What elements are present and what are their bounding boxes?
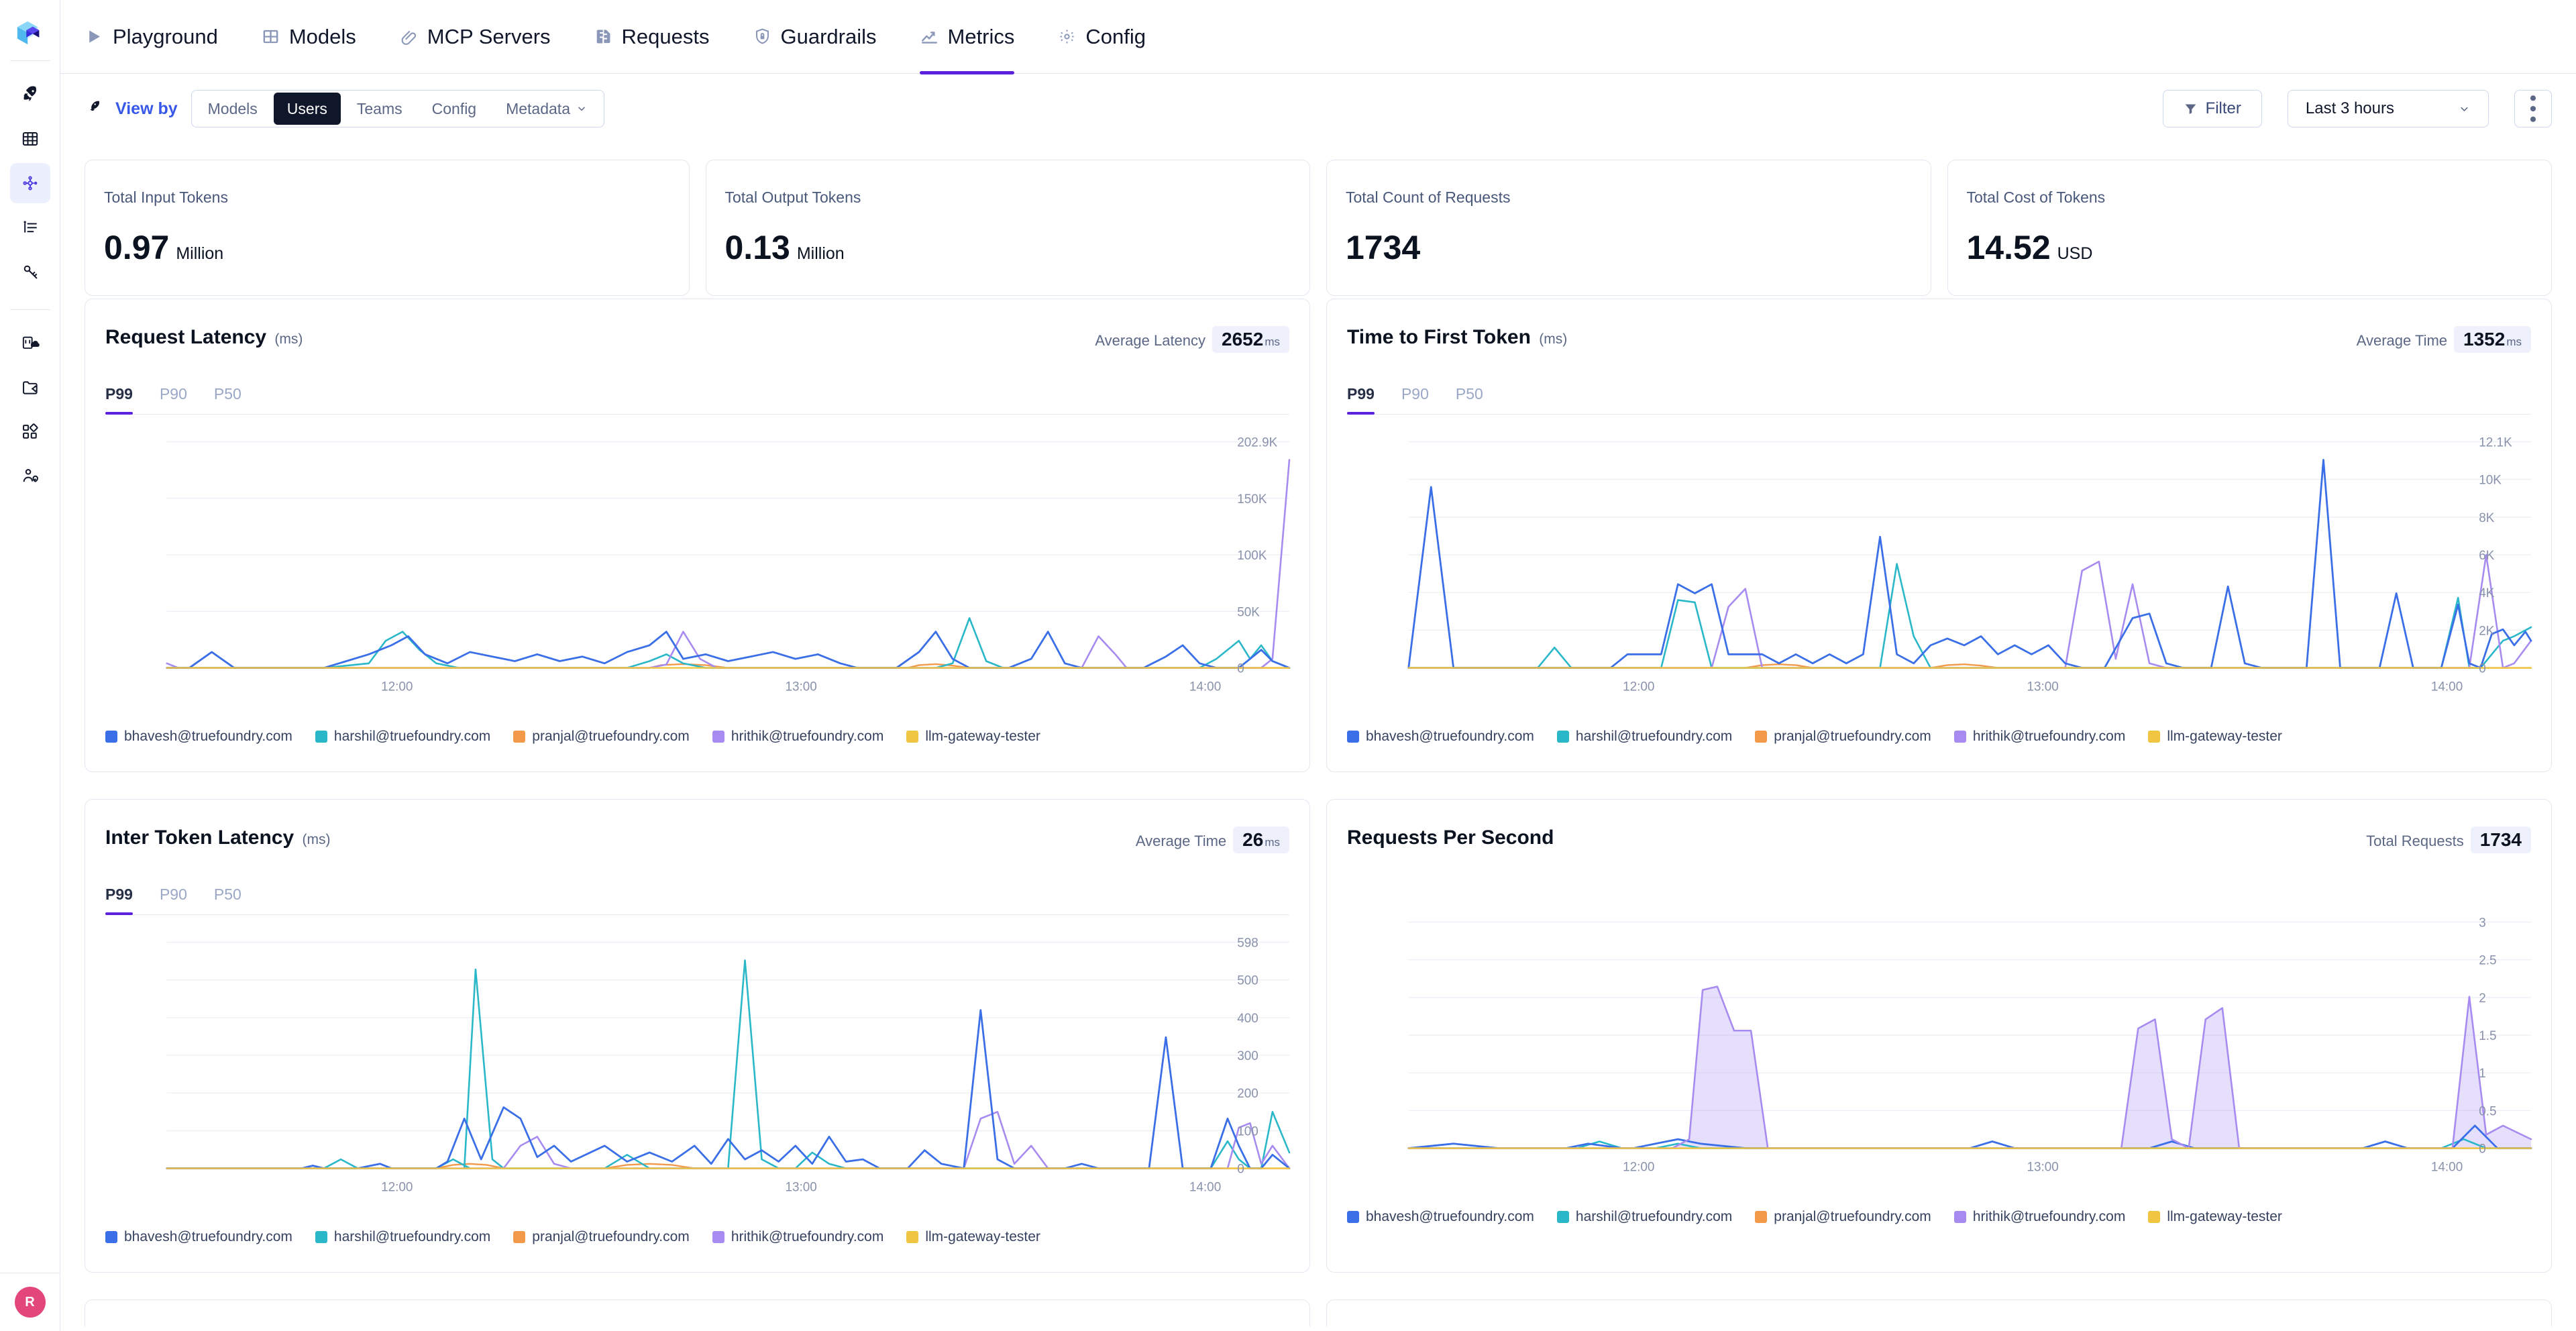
svg-text:0: 0	[1237, 662, 1244, 676]
svg-text:0.5: 0.5	[2479, 1104, 2496, 1118]
svg-text:598: 598	[1237, 937, 1258, 951]
svg-text:14:00: 14:00	[1189, 1180, 1221, 1194]
svg-text:14:00: 14:00	[2431, 1160, 2463, 1174]
svg-text:1: 1	[2479, 1067, 2486, 1081]
svg-text:0: 0	[2479, 1142, 2486, 1157]
svg-text:50K: 50K	[1237, 605, 1260, 619]
svg-text:2K: 2K	[2479, 624, 2495, 638]
svg-text:12:00: 12:00	[381, 680, 413, 694]
svg-text:13:00: 13:00	[785, 1180, 816, 1194]
svg-text:500: 500	[1237, 974, 1258, 988]
svg-text:0: 0	[2479, 662, 2486, 676]
svg-text:2.5: 2.5	[2479, 954, 2496, 968]
svg-text:0: 0	[1237, 1163, 1244, 1177]
svg-text:13:00: 13:00	[785, 680, 816, 694]
svg-text:100K: 100K	[1237, 549, 1267, 563]
svg-text:400: 400	[1237, 1012, 1258, 1026]
svg-text:202.9K: 202.9K	[1237, 436, 1277, 450]
svg-text:12.1K: 12.1K	[2479, 436, 2512, 450]
svg-text:13:00: 13:00	[2027, 1160, 2058, 1174]
svg-text:10K: 10K	[2479, 474, 2502, 488]
svg-text:12:00: 12:00	[1623, 680, 1654, 694]
svg-text:12:00: 12:00	[1623, 1160, 1654, 1174]
svg-text:6K: 6K	[2479, 549, 2495, 563]
svg-text:1.5: 1.5	[2479, 1029, 2496, 1043]
svg-text:14:00: 14:00	[1189, 680, 1221, 694]
svg-text:200: 200	[1237, 1087, 1258, 1101]
svg-text:8K: 8K	[2479, 511, 2495, 525]
svg-text:100: 100	[1237, 1124, 1258, 1138]
svg-text:150K: 150K	[1237, 492, 1267, 507]
svg-text:2: 2	[2479, 992, 2486, 1006]
svg-text:14:00: 14:00	[2431, 680, 2463, 694]
svg-text:13:00: 13:00	[2027, 680, 2058, 694]
svg-text:4K: 4K	[2479, 586, 2495, 600]
svg-text:12:00: 12:00	[381, 1180, 413, 1194]
svg-text:3: 3	[2479, 916, 2486, 930]
svg-text:300: 300	[1237, 1049, 1258, 1063]
